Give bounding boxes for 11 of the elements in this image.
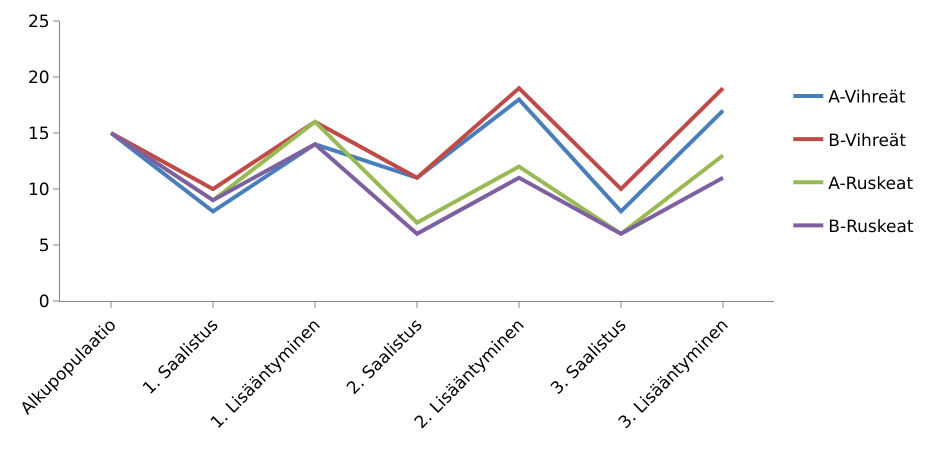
legend-label: B-Ruskeat [828, 216, 914, 237]
y-tick-label: 5 [38, 236, 50, 256]
line-series [109, 86, 725, 191]
y-tick-label: 15 [28, 124, 50, 144]
legend-label: A-Ruskeat [828, 174, 914, 194]
y-tick-label: 25 [28, 12, 50, 32]
legend-label: A-Vihreät [828, 88, 906, 108]
y-tick-label: 10 [28, 180, 50, 200]
legend-label: B-Vihreät [828, 130, 906, 151]
y-tick-label: 20 [28, 68, 50, 88]
y-tick-label: 0 [38, 292, 50, 312]
